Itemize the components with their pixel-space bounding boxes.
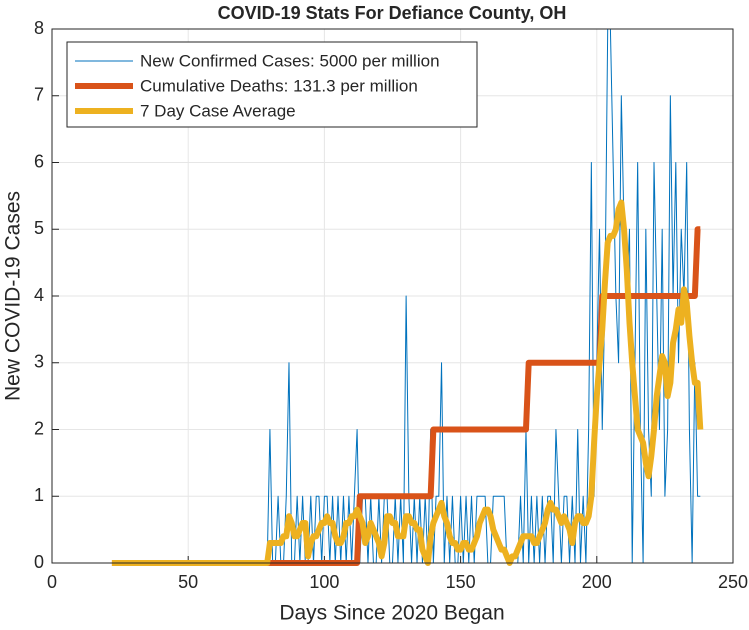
legend-label: 7 Day Case Average	[140, 101, 296, 120]
x-tick-label: 250	[718, 572, 748, 592]
y-tick-label: 3	[34, 352, 44, 372]
legend-label: Cumulative Deaths: 131.3 per million	[140, 76, 418, 95]
legend: New Confirmed Cases: 5000 per million Cum…	[66, 41, 478, 128]
x-axis-label: Days Since 2020 Began	[279, 602, 504, 625]
y-tick-label: 8	[34, 18, 44, 38]
legend-label: New Confirmed Cases: 5000 per million	[140, 51, 440, 70]
plot-frame	[51, 28, 734, 564]
y-tick-label: 6	[34, 151, 44, 171]
y-tick-label: 5	[34, 218, 44, 238]
x-tick-label: 50	[178, 572, 198, 592]
y-tick-label: 1	[34, 485, 44, 505]
legend-box	[66, 41, 478, 128]
y-tick-label: 4	[34, 285, 44, 305]
x-tick-label: 200	[582, 572, 612, 592]
y-tick-label: 7	[34, 85, 44, 105]
y-tick-label: 2	[34, 418, 44, 438]
chart-title: COVID-19 Stats For Defiance County, OH	[218, 3, 567, 23]
y-axis-label: New COVID-19 Cases	[2, 191, 25, 401]
y-tick-label: 0	[34, 552, 44, 572]
x-tick-label: 100	[309, 572, 339, 592]
x-tick-label: 150	[446, 572, 476, 592]
x-tick-label: 0	[47, 572, 57, 592]
